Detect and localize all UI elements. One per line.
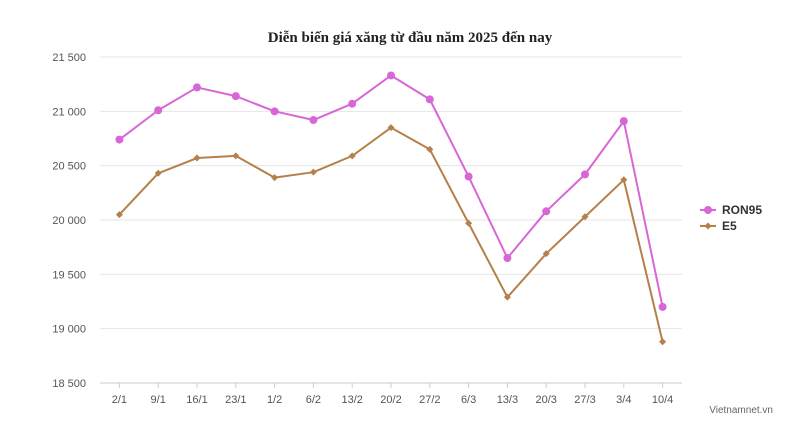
- legend: RON95 E5: [700, 203, 762, 233]
- data-point-ron95: [348, 99, 357, 108]
- y-tick-label: 21 500: [52, 52, 86, 64]
- y-tick-label: 20 000: [52, 215, 86, 227]
- legend-marker-e5: [704, 222, 712, 230]
- x-tick-label: 1/2: [267, 394, 282, 406]
- x-tick-label: 13/2: [341, 394, 362, 406]
- x-tick-label: 6/2: [306, 394, 321, 406]
- data-point-e5: [232, 152, 240, 160]
- series-line-ron95: [118, 74, 664, 308]
- data-point-e5: [193, 154, 201, 162]
- y-axis: 18 500 19 000 19 500 20 000 20 500 21 000 21 5…: [52, 52, 86, 390]
- legend-label-e5: E5: [722, 219, 737, 233]
- x-tick-label: 13/3: [497, 394, 518, 406]
- x-axis: 2/1 9/1 16/1 23/1 1/2 6/2 13/2 20/2 27/2 6/3 13/3 2…: [112, 383, 673, 406]
- x-tick-label: 2/1: [112, 394, 127, 406]
- data-point-ron95: [464, 172, 473, 181]
- data-point-e5: [503, 293, 511, 301]
- data-point-e5: [348, 152, 356, 160]
- data-point-e5: [387, 124, 395, 132]
- data-point-e5: [542, 250, 550, 258]
- data-point-e5: [620, 176, 628, 184]
- data-point-ron95: [387, 71, 395, 80]
- x-tick-label: 27/3: [574, 394, 595, 406]
- data-point-e5: [154, 169, 162, 177]
- x-tick-label: 23/1: [225, 394, 246, 406]
- data-point-ron95: [581, 170, 589, 179]
- y-tick-label: 19 500: [52, 269, 86, 281]
- data-point-ron95: [542, 207, 551, 216]
- data-point-e5: [426, 145, 434, 153]
- x-tick-label: 16/1: [186, 394, 207, 406]
- data-point-ron95: [231, 92, 240, 101]
- data-point-e5: [659, 338, 667, 346]
- legend-item-ron95: RON95: [700, 203, 762, 217]
- data-point-e5: [465, 219, 473, 227]
- series-line-e5: [118, 126, 664, 342]
- credit-text: Vietnamnet.vn: [709, 405, 773, 416]
- series-layer: [115, 71, 667, 346]
- y-tick-label: 20 500: [52, 161, 86, 173]
- y-tick-label: 19 000: [52, 324, 86, 336]
- data-point-ron95: [658, 302, 667, 311]
- data-point-ron95: [193, 83, 201, 92]
- data-point-e5: [309, 168, 317, 176]
- series-ron95: [115, 71, 667, 311]
- data-point-e5: [271, 174, 279, 182]
- x-tick-label: 3/4: [616, 394, 631, 406]
- x-tick-label: 10/4: [652, 394, 673, 406]
- legend-item-e5: E5: [700, 219, 737, 233]
- data-point-e5: [581, 213, 589, 221]
- x-tick-label: 20/3: [535, 394, 556, 406]
- y-tick-label: 21 000: [52, 106, 86, 118]
- x-tick-label: 9/1: [151, 394, 166, 406]
- y-tick-label: 18 500: [52, 378, 86, 390]
- data-point-ron95: [309, 116, 318, 125]
- data-point-ron95: [503, 254, 512, 263]
- x-tick-label: 6/3: [461, 394, 476, 406]
- data-point-ron95: [619, 117, 628, 126]
- data-point-e5: [115, 211, 123, 219]
- chart-title: Diễn biến giá xăng từ đầu năm 2025 đến n…: [268, 30, 553, 46]
- data-point-ron95: [270, 107, 279, 116]
- data-point-ron95: [154, 106, 163, 115]
- data-point-ron95: [425, 95, 434, 104]
- series-e5: [115, 124, 667, 346]
- legend-label-ron95: RON95: [722, 203, 762, 217]
- x-tick-label: 20/2: [380, 394, 401, 406]
- grid-lines: [100, 56, 682, 384]
- x-tick-label: 27/2: [419, 394, 440, 406]
- legend-marker-ron95: [704, 206, 712, 214]
- data-point-ron95: [115, 135, 124, 144]
